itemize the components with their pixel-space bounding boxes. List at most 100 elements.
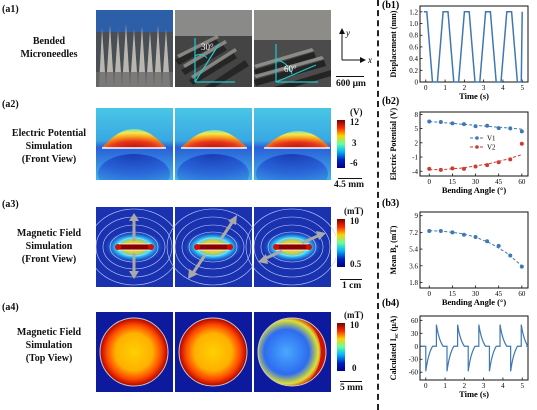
scalebar-line-a3 <box>340 279 362 280</box>
y-tick-label: 0.2 <box>409 67 418 75</box>
row-title-line: Electric Potential <box>11 128 87 139</box>
x-tick-label: 0 <box>424 382 428 390</box>
y-axis-label: Calculated Isc (μA) <box>389 315 400 380</box>
y-tick-label: -4 <box>412 168 418 176</box>
x-axis-label: Time (s) <box>459 389 489 399</box>
y-tick-label: 8 <box>415 111 419 119</box>
data-point <box>438 167 443 172</box>
row-title-line: Microneedles <box>20 49 78 60</box>
y-tick-label: 0 <box>415 343 419 351</box>
colorbar-min-a3: 0.5 <box>350 259 362 269</box>
colorbar-mid-a2: 3 <box>352 138 357 148</box>
data-point <box>485 163 490 168</box>
plot-frame <box>419 111 529 177</box>
data-point <box>473 235 478 240</box>
ep-sim-0deg <box>96 108 173 180</box>
data-point <box>519 141 524 146</box>
panel-label-b1: (b1) <box>382 0 399 11</box>
x-tick-label: 0 <box>428 178 432 186</box>
colorbar-max-a3: 10 <box>350 216 359 226</box>
data-point <box>450 166 455 171</box>
scalebar-a1: 600 μm <box>336 79 366 89</box>
scalebar-a4: 5 mm <box>340 383 363 393</box>
microneedle-photo-0deg <box>96 10 173 87</box>
mf-front-60deg <box>245 207 336 287</box>
colorbar-unit-a4: (mT) <box>344 310 364 320</box>
y-tick-label: 0.4 <box>409 55 418 63</box>
y-tick-label: 7.2 <box>409 229 418 237</box>
scalebar-line-a1 <box>336 76 364 77</box>
data-point <box>461 166 466 171</box>
x-tick-label: 0 <box>424 84 428 92</box>
y-tick-label: 1.8 <box>409 279 418 287</box>
x-tick-label: 1 <box>443 382 447 390</box>
panel-label-b3: (b3) <box>382 198 399 209</box>
chart-b1: (b1) 0 1 2 3 4 5 0 0.2 0.4 0.6 0.8 1.0 1.2 Time (s) Dis… <box>382 0 529 101</box>
data-point <box>461 122 466 127</box>
magnetic-field-top-images <box>96 312 331 392</box>
x-tick-label: 45 <box>495 290 503 298</box>
x-tick-label: 60 <box>518 178 526 186</box>
y-axis-label: Mean Bz (mT) <box>389 225 400 274</box>
panel-label-a3: (a3) <box>2 199 19 210</box>
electric-potential-images <box>96 108 331 180</box>
y-tick-label: 1.0 <box>409 20 418 28</box>
colorbar-unit-a2: (V) <box>350 107 363 117</box>
y-tick-label: 3.6 <box>409 262 418 270</box>
plot-frame <box>419 315 529 381</box>
legend-marker <box>475 145 479 149</box>
y-tick-label: 0 <box>415 79 419 87</box>
colorbar-a2 <box>337 120 345 168</box>
x-tick-label: 15 <box>449 290 457 298</box>
microneedle-photo-30deg: 30° <box>175 10 252 87</box>
y-tick-label: 60 <box>411 317 419 325</box>
data-point <box>519 129 524 134</box>
row-title-line: (Front View) <box>21 154 77 165</box>
microneedle-photo-60deg: 60° <box>254 10 331 87</box>
y-tick-label: -60 <box>409 369 419 377</box>
row-title-line: Bended <box>32 36 66 47</box>
colorbar-min-a4: 0 <box>352 363 357 373</box>
colorbar-max-a2: 12 <box>350 117 359 127</box>
y-tick-label: 9 <box>415 212 419 220</box>
y-tick-label: -30 <box>409 356 419 364</box>
current-trace <box>420 324 530 372</box>
row-title-a1: Bended Microneedles <box>0 35 98 61</box>
x-axis-label: Bending Angle (°) <box>442 185 506 195</box>
row-title-line: (Front View) <box>21 254 77 265</box>
x-tick-label: 60 <box>518 290 526 298</box>
mf-top-0deg <box>96 312 173 392</box>
row-title-line: Simulation <box>25 141 73 152</box>
colorbar-unit-a3: (mT) <box>344 206 364 216</box>
data-point <box>473 164 478 169</box>
data-point <box>427 119 432 124</box>
colorbar-min-a2: -6 <box>350 158 358 168</box>
axis-y-label: y <box>345 28 350 38</box>
row-title-a4: Magnetic Field Simulation (Top View) <box>0 326 98 365</box>
y-axis-label: Displacement (mm) <box>389 10 398 77</box>
mf-front-30deg <box>166 207 260 287</box>
data-point <box>461 232 466 237</box>
data-point <box>485 239 490 244</box>
x-tick-label: 30 <box>472 178 480 186</box>
x-axis-label: Bending Angle (°) <box>442 297 506 307</box>
data-point <box>473 124 478 129</box>
displacement-line <box>423 11 523 83</box>
y-tick-label: 0.6 <box>409 43 418 51</box>
scalebar-line-a4 <box>340 381 362 382</box>
scalebar-a3: 1 cm <box>342 281 362 291</box>
data-point <box>450 121 455 126</box>
x-tick-label: 15 <box>449 178 457 186</box>
y-tick-label: 30 <box>411 330 419 338</box>
data-point <box>427 166 432 171</box>
x-tick-label: 5 <box>520 84 524 92</box>
row-title-line: Simulation <box>25 241 73 252</box>
x-tick-label: 5 <box>520 382 524 390</box>
xy-axis-indicator: y x <box>339 28 372 65</box>
x-tick-label: 45 <box>495 178 503 186</box>
panel-label-b4: (b4) <box>382 298 399 309</box>
data-point <box>508 157 513 162</box>
column-divider <box>377 0 379 410</box>
data-point <box>508 126 513 131</box>
